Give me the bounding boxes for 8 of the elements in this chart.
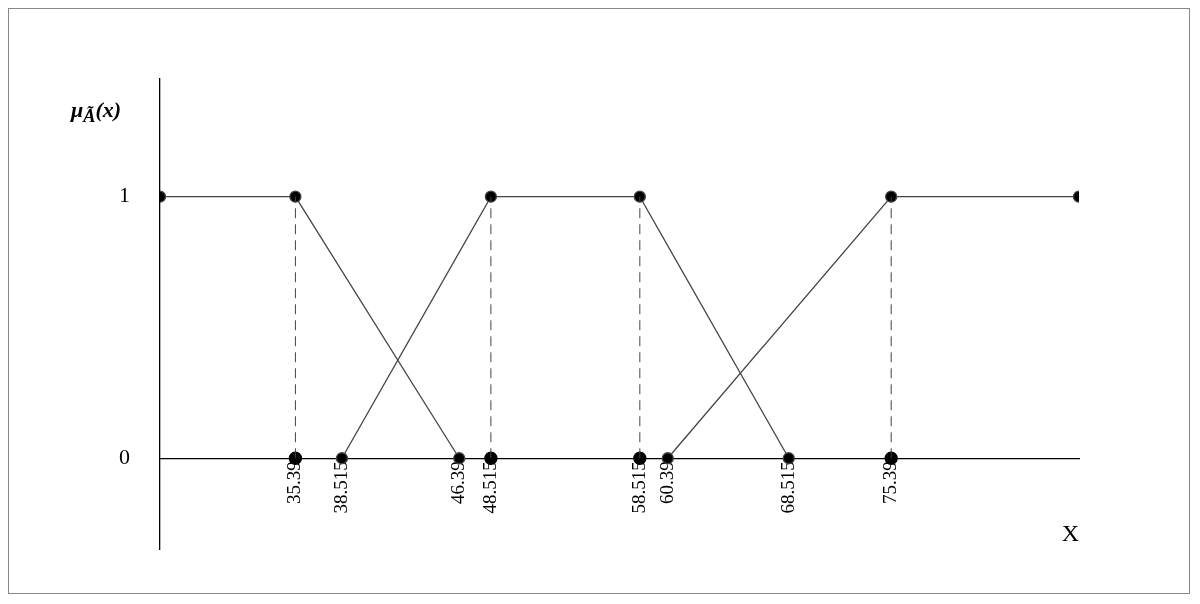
y-tick-label: 1 (119, 182, 130, 208)
x-tick-label: 58.515 (627, 461, 649, 514)
x-axis-title: X (1061, 520, 1079, 547)
x-tick-label: 68.515 (776, 461, 798, 514)
y-tick-label: 0 (119, 444, 130, 470)
y-axis-title: μ$_{Ã}$(x) (71, 97, 122, 128)
x-tick-label: 48.515 (478, 461, 500, 514)
x-tick-label: 38.515 (329, 461, 351, 514)
